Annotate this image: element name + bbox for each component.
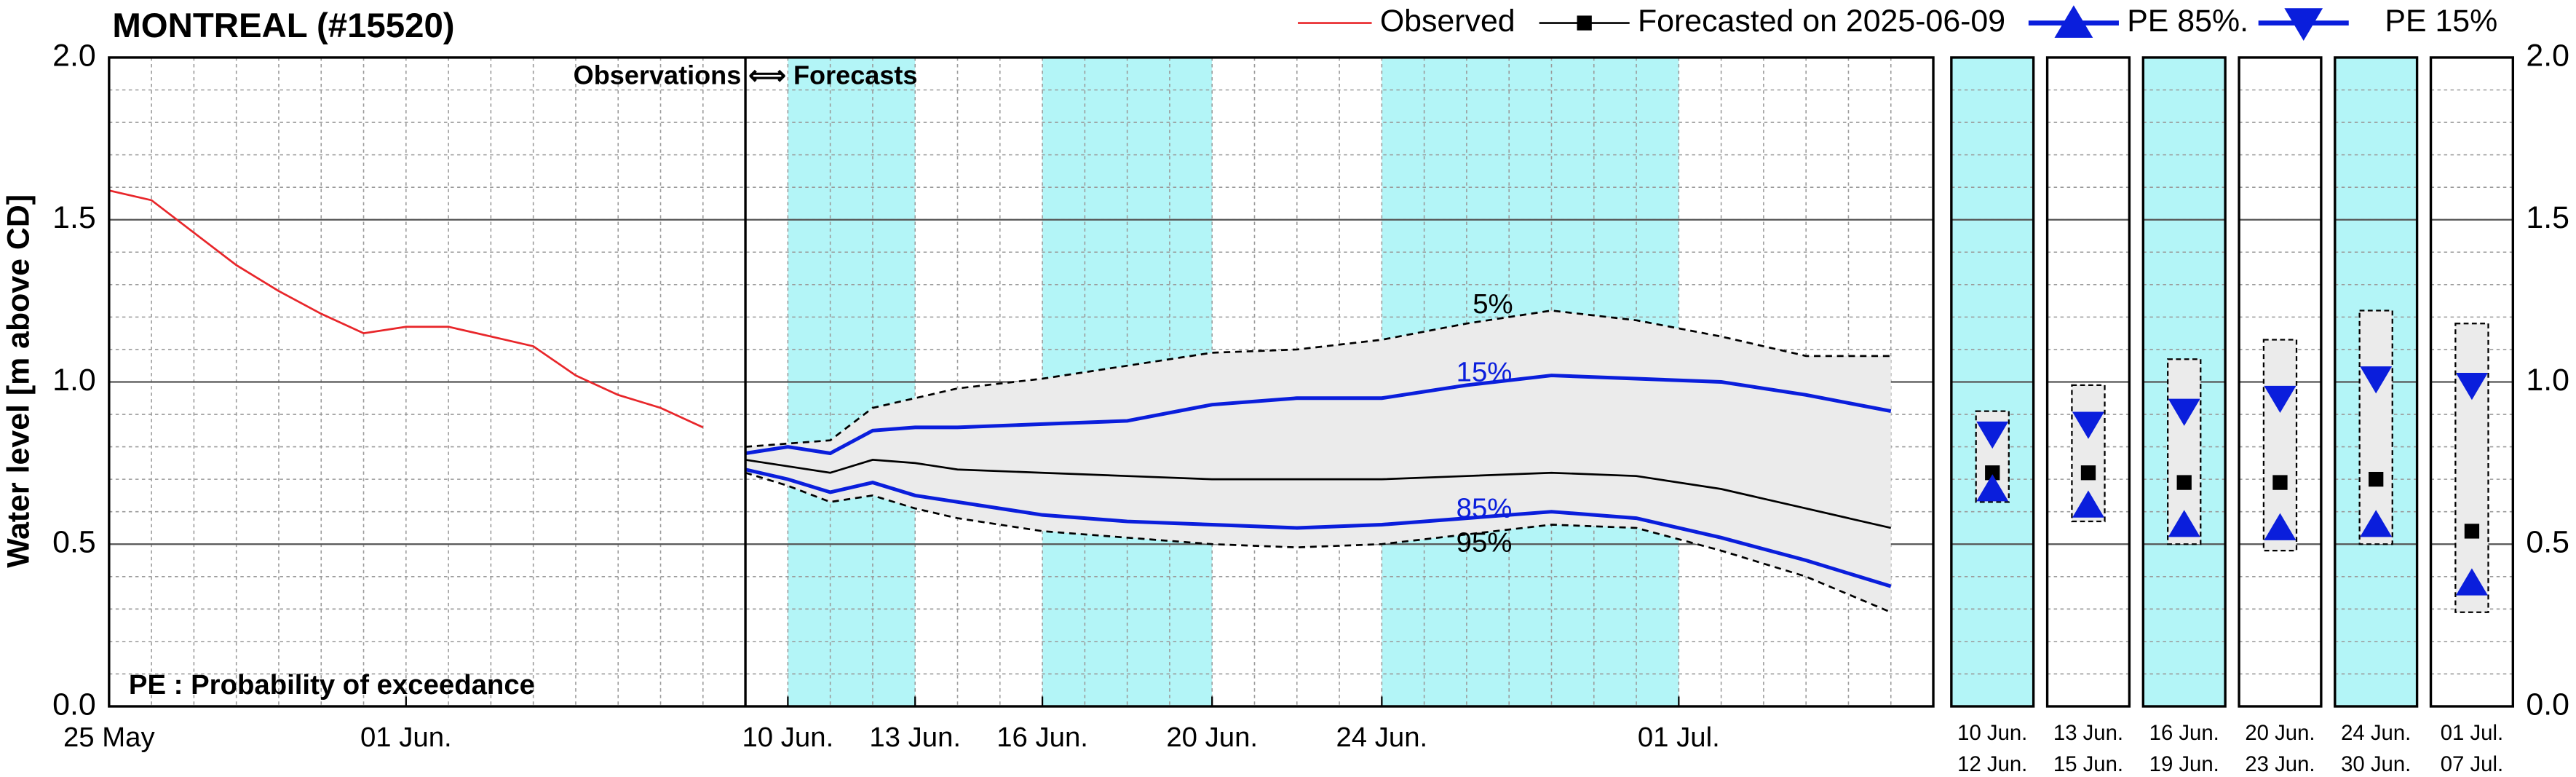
panel-start: 10 Jun. (1957, 721, 2027, 745)
series-line (745, 459, 1892, 529)
marker-triangle-up (2072, 490, 2104, 518)
y-tick-label: 1.0 (2526, 363, 2569, 398)
panel-end: 12 Jun. (1957, 752, 2027, 776)
curve-label: 85% (1457, 493, 1513, 524)
panel-frame (2334, 56, 2419, 708)
marker-triangle-down (2455, 373, 2488, 401)
panel-end: 19 Jun. (2149, 752, 2219, 776)
panel-start: 13 Jun. (2053, 721, 2123, 745)
divider-label: Observations ⟺ Forecasts (574, 60, 918, 90)
panel-frame (2045, 56, 2131, 708)
legend-label: Forecasted on 2025-06-09 (1638, 4, 2005, 39)
marker-square (2369, 471, 2384, 487)
plot-frame (108, 56, 1935, 708)
panel-start: 01 Jul. (2441, 721, 2503, 745)
marker-triangle-up (2455, 568, 2488, 596)
panel-end: 30 Jun. (2341, 752, 2411, 776)
curve-label: 15% (1457, 356, 1513, 387)
y-tick-label: 1.5 (2526, 200, 2569, 235)
band-label: 5% (1473, 288, 1513, 320)
legend-marker (1577, 15, 1592, 31)
legend-label: PE 15% (2385, 4, 2497, 39)
panel-start: 24 Jun. (2341, 721, 2411, 745)
y-tick-label: 1.0 (52, 363, 96, 398)
note: PE : Probability of exceedance (129, 669, 535, 701)
x-tick-label: 24 Jun. (1336, 722, 1427, 753)
x-tick-label: 25 May (63, 722, 156, 753)
range-box (2358, 309, 2393, 545)
panel-start: 16 Jun. (2149, 721, 2219, 745)
x-tick-label: 10 Jun. (742, 722, 834, 753)
panel-frame (2429, 56, 2515, 708)
marker-square (2272, 475, 2288, 490)
marker-square (2464, 524, 2480, 539)
x-tick-label: 13 Jun. (869, 722, 961, 753)
x-tick-label: 20 Jun. (1166, 722, 1258, 753)
band-edge (745, 309, 1891, 448)
marker-triangle-up (2168, 510, 2200, 537)
x-tick-label: 01 Jul. (1638, 722, 1720, 753)
x-tick-label: 01 Jun. (360, 722, 452, 753)
band-edge (745, 471, 1892, 614)
y-tick-label: 1.5 (52, 200, 96, 235)
y-tick-label: 0.0 (2526, 687, 2569, 722)
range-box (2454, 323, 2489, 613)
panel-frame (1950, 56, 2035, 708)
marker-triangle-down (2360, 366, 2393, 394)
series-line (108, 189, 704, 429)
panel-end: 15 Jun. (2053, 752, 2123, 776)
x-tick-label: 16 Jun. (996, 722, 1088, 753)
band-fill (745, 310, 1891, 612)
marker-triangle-down (2264, 385, 2296, 414)
y-tick-label: 2.0 (52, 38, 96, 73)
band-label: 95% (1457, 527, 1513, 559)
legend-label: PE 85%. (2127, 4, 2248, 39)
marker-triangle-up (2264, 513, 2296, 540)
marker-triangle-down (2072, 411, 2104, 439)
y-axis-label: Water level [m above CD] (1, 194, 36, 568)
marker-square (2176, 475, 2192, 490)
y-tick-label: 0.5 (52, 525, 96, 560)
panel-start: 20 Jun. (2245, 721, 2315, 745)
legend-marker (2284, 8, 2323, 41)
legend-marker (2054, 5, 2093, 38)
y-tick-label: 0.5 (2526, 525, 2569, 560)
panel-end: 07 Jul. (2441, 752, 2503, 776)
y-tick-label: 2.0 (2526, 38, 2569, 73)
panel-frame (2238, 56, 2323, 708)
series-line (745, 468, 1892, 588)
chart-title: MONTREAL (#15520) (112, 7, 454, 45)
marker-square (1985, 465, 2000, 481)
series-line (745, 374, 1892, 456)
marker-triangle-up (2360, 510, 2393, 537)
panel-end: 23 Jun. (2245, 752, 2315, 776)
marker-triangle-up (1976, 474, 2009, 502)
marker-triangle-down (2168, 398, 2200, 426)
marker-triangle-down (1976, 421, 2009, 449)
legend-label: Observed (1380, 4, 1515, 39)
y-tick-label: 0.0 (52, 687, 96, 722)
panel-frame (2141, 56, 2227, 708)
marker-square (2080, 465, 2096, 481)
